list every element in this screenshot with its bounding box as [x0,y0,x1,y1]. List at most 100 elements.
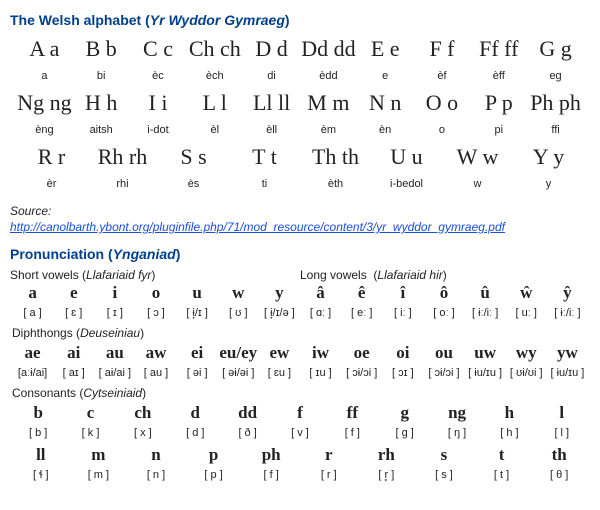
alphabet-letter: R r [16,144,87,170]
alphabet-letter: Dd dd [300,36,357,62]
pron-ipa: [ ɪu ] [300,365,341,379]
pron-symbol: ai [53,343,94,363]
alphabet-letter: F f [414,36,471,62]
pron-ipa: [ b ] [12,425,64,439]
alphabet-name: di [243,66,300,82]
pron-symbol: i [94,283,135,303]
alphabet-letter: Y y [513,144,584,170]
pron-symbol: oi [382,343,423,363]
pron-symbol: a [12,283,53,303]
pron-ipa: [ ɨː/iː ] [547,305,588,319]
pron-symbol: p [185,445,243,465]
vowels-table: aeiouwyâêîôûŵŷ[ a ][ ɛ ][ ɪ ][ ɔ ][ ɨ̞/ɪ… [10,282,590,320]
alphabet-letter: T t [229,144,300,170]
vowel-subheadings: Short vowels (Llafariaid fyr) Long vowel… [10,268,590,282]
pron-symbol: eu/ey [218,343,259,363]
pron-symbol: ei [177,343,218,363]
pron-symbol: c [64,403,116,423]
alphabet-letter: G g [527,36,584,62]
pron-symbol: oe [341,343,382,363]
pron-ipa: [ d ] [169,425,221,439]
alphabet-name: w [442,174,513,190]
pron-symbol: n [127,445,185,465]
pron-ipa: [ r ] [300,467,358,481]
alphabet-name: èn [357,120,414,136]
consonants-label: Consonants (Cytseiniaid) [12,386,590,400]
pron-symbol: ew [259,343,300,363]
alphabet-name: aitsh [73,120,130,136]
pron-symbol: dd [221,403,273,423]
alphabet-name: rhi [87,174,158,190]
pron-ipa: [ ɨu/ɪu ] [547,365,588,379]
alphabet-name: èng [16,120,73,136]
source-link[interactable]: http://canolbarth.ybont.org/pluginfile.p… [10,220,505,234]
pron-symbol: th [530,445,588,465]
pron-ipa: [ iː ] [382,305,423,319]
pron-ipa: [ k ] [64,425,116,439]
pron-ipa: [ əi ] [177,365,218,379]
alphabet-name: ès [158,174,229,190]
alphabet-name: bi [73,66,130,82]
pronunciation-heading: Pronunciation (Ynganiad) [10,246,590,262]
alphabet-letter: A a [16,36,73,62]
long-vowels-label: Long vowels (Llafariaid hir) [300,268,590,282]
diphthongs-table: aeaiauaweieu/eyewiwoeoiouuwwyyw[aːɨ/ai][… [10,342,590,380]
pron-symbol: l [536,403,588,423]
pron-symbol: ae [12,343,53,363]
pron-symbol: ll [12,445,70,465]
pron-symbol: û [465,283,506,303]
alphabet-letter: S s [158,144,229,170]
alphabet-name: èll [243,120,300,136]
pron-symbol: m [70,445,128,465]
pron-ipa: [ ɔɨ/ɔi ] [341,365,382,379]
alphabet-letter: I i [130,90,187,116]
pron-ipa: [ θ ] [530,467,588,481]
pron-ipa: [ oː ] [423,305,464,319]
pron-ipa: [ ɪ ] [94,305,135,319]
pron-symbol: ê [341,283,382,303]
alphabet-heading: The Welsh alphabet (Yr Wyddor Gymraeg) [10,12,590,28]
pron-symbol: o [135,283,176,303]
alphabet-name: èl [186,120,243,136]
pron-symbol: iw [300,343,341,363]
pron-symbol: ô [423,283,464,303]
alphabet-letter: Th th [300,144,371,170]
alphabet-name: èdd [300,66,357,82]
alphabet-name: a [16,66,73,82]
pron-ipa: [ l ] [536,425,588,439]
alphabet-name: o [414,120,471,136]
alphabet-letter: L l [186,90,243,116]
pron-ipa: [ g ] [379,425,431,439]
pron-symbol: s [415,445,473,465]
pron-ipa: [ s ] [415,467,473,481]
pronunciation-title: Pronunciation [10,246,104,262]
alphabet-letter: W w [442,144,513,170]
pron-ipa: [ ɔɪ ] [382,365,423,379]
pron-symbol: ŷ [547,283,588,303]
pron-symbol: b [12,403,64,423]
alphabet-name: èc [130,66,187,82]
pron-symbol: d [169,403,221,423]
alphabet-letter: O o [414,90,471,116]
alphabet-title-welsh: Yr Wyddor Gymraeg [150,12,285,28]
pron-ipa: [ n ] [127,467,185,481]
pron-symbol: y [259,283,300,303]
alphabet-letter: Ff ff [470,36,527,62]
alphabet-name: èch [186,66,243,82]
alphabet-name: ti [229,174,300,190]
pron-ipa: [ m ] [70,467,128,481]
pron-symbol: rh [358,445,416,465]
alphabet-letter: E e [357,36,414,62]
pron-symbol: g [379,403,431,423]
pron-symbol: w [218,283,259,303]
pron-symbol: uw [465,343,506,363]
alphabet-name: ffi [527,120,584,136]
pron-ipa: [ ɔɨ/ɔi ] [423,365,464,379]
alphabet-table: A aB bC cCh chD dDd ddE eF fFf ffG gabiè… [10,34,590,196]
pron-symbol: u [177,283,218,303]
source-label: Source: [10,204,590,218]
pron-symbol: ch [117,403,169,423]
pron-ipa: [ x ] [117,425,169,439]
pron-ipa: [ au ] [135,365,176,379]
pron-symbol: f [274,403,326,423]
